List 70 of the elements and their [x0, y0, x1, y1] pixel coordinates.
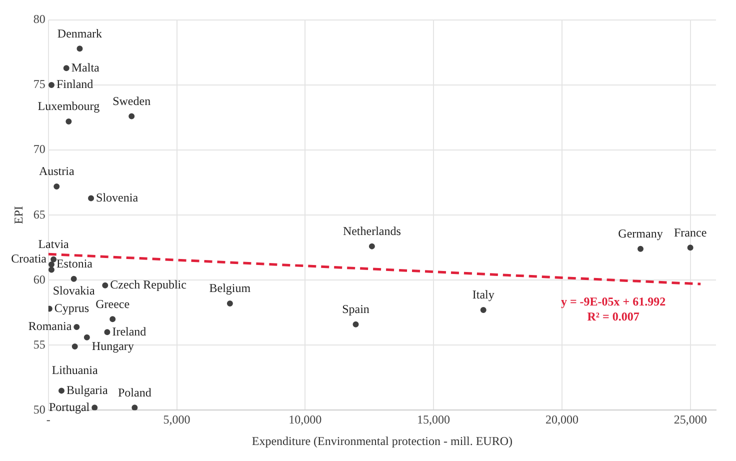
point: [480, 307, 486, 314]
point: [110, 316, 116, 322]
point: [638, 246, 644, 252]
annotation: Slovenia: [96, 190, 139, 204]
point: [84, 334, 90, 340]
point: [54, 183, 60, 190]
annotation: Denmark: [57, 26, 102, 40]
annotation: Sweden: [112, 94, 151, 108]
annotation: France: [674, 225, 707, 240]
point: [48, 82, 54, 88]
annotation: Romania: [28, 319, 72, 334]
point: [48, 262, 54, 268]
point: [102, 282, 108, 288]
annotation: Latvia: [38, 236, 70, 251]
point: [76, 46, 83, 52]
point: [104, 329, 110, 336]
annotation: Germany: [618, 226, 663, 241]
annotation: R² = 0.007: [587, 309, 640, 324]
annotation: Luxembourg: [38, 99, 100, 114]
x-tick-label: 5,000: [163, 412, 190, 427]
point: [74, 324, 80, 330]
point: [687, 244, 694, 251]
y-tick-label: 80: [33, 12, 46, 26]
annotation: Ireland: [112, 324, 146, 338]
annotation: Croatia: [11, 251, 48, 266]
point: [92, 404, 98, 410]
point: [48, 266, 54, 273]
point: [66, 118, 72, 124]
point: [88, 195, 94, 202]
point: [50, 256, 57, 262]
point: [128, 113, 135, 120]
x-tick-label: -: [46, 412, 50, 427]
x-tick-label: 20,000: [545, 412, 578, 427]
annotation: Cyprus: [54, 300, 90, 315]
annotation: Italy: [472, 288, 494, 302]
annotation: Czech Republic: [110, 277, 186, 292]
y-tick-label: 55: [33, 337, 46, 352]
annotation: Lithuania: [52, 363, 99, 378]
y-tick-label: 70: [33, 142, 46, 156]
x-tick-label: 10,000: [288, 412, 322, 427]
point: [70, 276, 77, 282]
annotation: y = -9E-05x + 61.992: [560, 294, 666, 308]
y-tick-label: 75: [33, 77, 46, 92]
annotation: Bulgaria: [66, 382, 108, 397]
point: [132, 404, 138, 410]
point: [368, 243, 375, 250]
annotation: Estonia: [56, 256, 94, 271]
point: [63, 65, 70, 72]
annotation: Hungary: [92, 339, 134, 354]
annotation: Slovakia: [52, 283, 96, 298]
annotation: Portugal: [48, 400, 90, 414]
point: [352, 321, 359, 328]
x-tick-label: 15,000: [417, 412, 450, 427]
point: [72, 343, 78, 350]
y-tick-label: 50: [33, 402, 46, 416]
annotation: Finland: [56, 77, 94, 92]
x-tick-label: 25,000: [674, 412, 707, 427]
point: [226, 300, 233, 307]
annotation: Malta: [71, 60, 100, 74]
point: [58, 388, 64, 394]
annotation: Greece: [96, 296, 130, 311]
annotation: Poland: [118, 385, 152, 400]
y-tick-label: 65: [33, 207, 46, 222]
y-axis-title: EPI: [11, 206, 26, 224]
annotation: Netherlands: [342, 224, 402, 238]
annotation: Austria: [38, 164, 75, 178]
x-axis-title: Expenditure (Environmental protection - mill. EURO): [252, 434, 513, 448]
annotation: Belgium: [209, 281, 252, 296]
annotation: Spain: [342, 302, 370, 316]
y-tick-label: 60: [33, 272, 46, 286]
